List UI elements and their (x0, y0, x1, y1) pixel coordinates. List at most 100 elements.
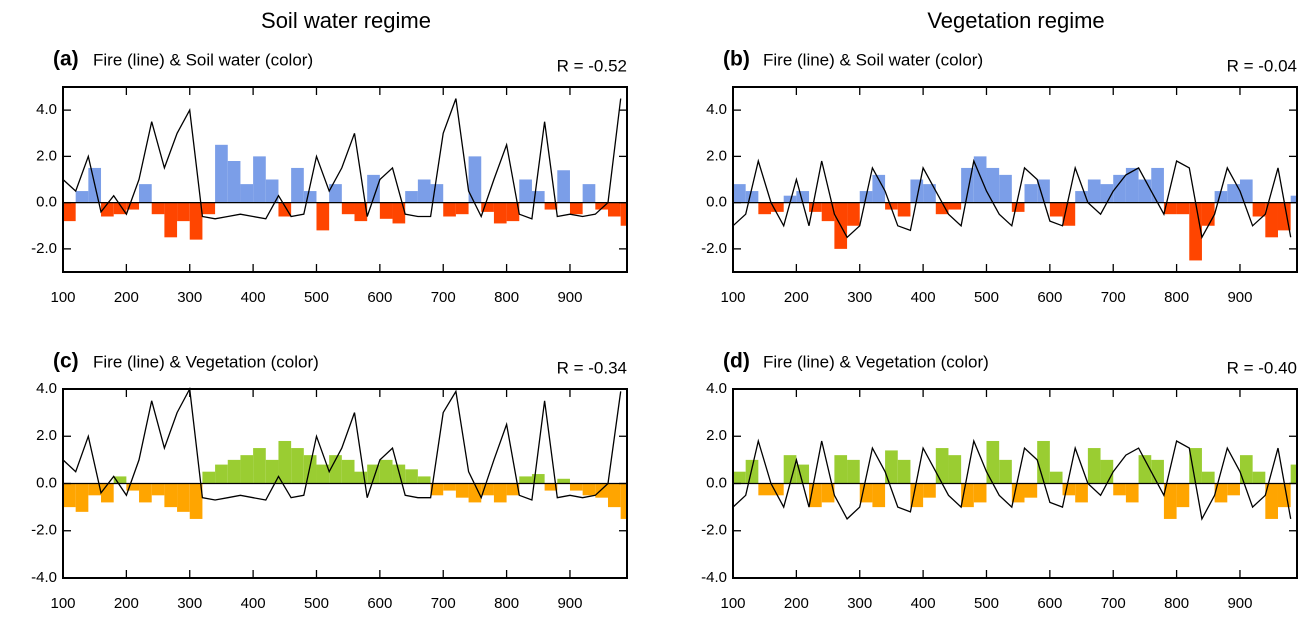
fill-bar (948, 202, 962, 210)
fill-bar (341, 459, 355, 484)
fill-bar (796, 191, 810, 203)
fill-bar (897, 202, 911, 217)
fill-bar (1227, 483, 1240, 496)
fill-bar (506, 483, 520, 496)
y-tick-label: -2.0 (31, 240, 57, 257)
column-title: Soil water regime (261, 8, 431, 33)
panel: (a) Fire (line) & Soil water (color) R = -… (31, 48, 628, 306)
fill-bar (620, 202, 627, 226)
fill-bar (1011, 483, 1025, 503)
fill-bar (582, 184, 596, 203)
fill-bar (354, 471, 368, 484)
plot-frame (62, 86, 628, 273)
fill-bar (240, 455, 254, 484)
fill-bar (1176, 202, 1190, 215)
y-tick-label: 0.0 (706, 474, 727, 491)
fill-bar (468, 483, 482, 503)
fill-bar (303, 455, 317, 484)
fill-bar (783, 455, 797, 484)
y-tick-label: 4.0 (36, 101, 57, 118)
x-tick-label: 700 (1101, 595, 1126, 612)
y-tick-label: 0.0 (706, 194, 727, 211)
x-tick-label: 100 (720, 289, 745, 306)
panel-title: Fire (line) & Soil water (color) (93, 50, 313, 69)
x-tick-label: 500 (974, 289, 999, 306)
fill-bar (113, 202, 127, 215)
fill-bar (1290, 464, 1297, 484)
fill-bar (101, 483, 114, 503)
y-tick-label: -2.0 (31, 522, 57, 539)
fill-bar (809, 202, 822, 212)
fill-bar (1265, 483, 1278, 519)
panel-title: Fire (line) & Vegetation (color) (93, 352, 319, 371)
fill-bar (1201, 471, 1215, 484)
fill-bar (164, 483, 178, 508)
fill-bar (1239, 455, 1253, 484)
fill-bar (1151, 167, 1164, 203)
fill-bar (341, 202, 355, 215)
fill-bar (910, 483, 924, 508)
fill-bar (126, 202, 140, 210)
fill-bar (1100, 459, 1114, 484)
fill-bar (1252, 202, 1266, 217)
y-tick-label: 4.0 (706, 101, 727, 118)
panel: (c) Fire (line) & Vegetation (color) R = -… (31, 350, 628, 612)
r-label: R = -0.04 (1227, 56, 1297, 75)
y-tick-label: -2.0 (701, 240, 727, 257)
fill-bar (316, 464, 330, 484)
x-tick-label: 600 (367, 595, 392, 612)
fill-bar (1113, 483, 1126, 496)
fill-bar (1189, 448, 1202, 484)
fill-bar (278, 440, 292, 484)
fill-bar (189, 483, 203, 519)
fill-bar (897, 459, 911, 484)
x-tick-label: 900 (557, 595, 582, 612)
fill-bar (316, 202, 330, 231)
fill-bar (1087, 179, 1101, 203)
fill-bar (582, 483, 596, 496)
fill-bar (189, 202, 203, 240)
fill-bar (935, 448, 949, 484)
x-tick-label: 600 (1037, 289, 1062, 306)
fill-bar (544, 483, 558, 491)
fill-bar (519, 476, 532, 484)
y-tick-label: 2.0 (706, 147, 727, 164)
fill-bar (544, 202, 558, 210)
fill-bar (177, 202, 190, 222)
x-tick-label: 800 (494, 595, 519, 612)
panel-label: (b) (723, 48, 750, 71)
fill-bar (493, 483, 507, 503)
fill-bar (329, 184, 342, 203)
fill-bar (834, 455, 848, 484)
fill-bar (1138, 179, 1152, 203)
fill-bar (1277, 202, 1291, 231)
fill-bar (885, 450, 898, 484)
fill-bar (253, 156, 266, 203)
fill-bar (569, 202, 583, 215)
fill-bar (986, 167, 1000, 203)
fill-bar (455, 202, 469, 215)
x-tick-label: 700 (431, 289, 456, 306)
fill-bar (164, 202, 178, 238)
fill-bar (595, 202, 608, 210)
panel-title: Fire (line) & Vegetation (color) (763, 352, 989, 371)
fill-bar (1151, 459, 1164, 484)
r-label: R = -0.52 (557, 56, 627, 75)
x-tick-label: 300 (847, 595, 872, 612)
fill-bar (430, 483, 444, 496)
fill-bar (126, 483, 140, 491)
plot-frame (732, 86, 1298, 273)
fill-bar (481, 202, 494, 212)
fill-bar (417, 476, 431, 484)
y-tick-label: 2.0 (36, 427, 57, 444)
r-label: R = -0.34 (557, 358, 627, 377)
fill-bar (443, 202, 456, 217)
fill-bar (1037, 179, 1050, 203)
fill-bar (745, 191, 759, 203)
fill-bar (745, 459, 759, 484)
fill-bar (265, 179, 279, 203)
y-tick-label: 2.0 (36, 147, 57, 164)
fill-bar (1163, 483, 1177, 519)
fill-bar (531, 474, 545, 484)
